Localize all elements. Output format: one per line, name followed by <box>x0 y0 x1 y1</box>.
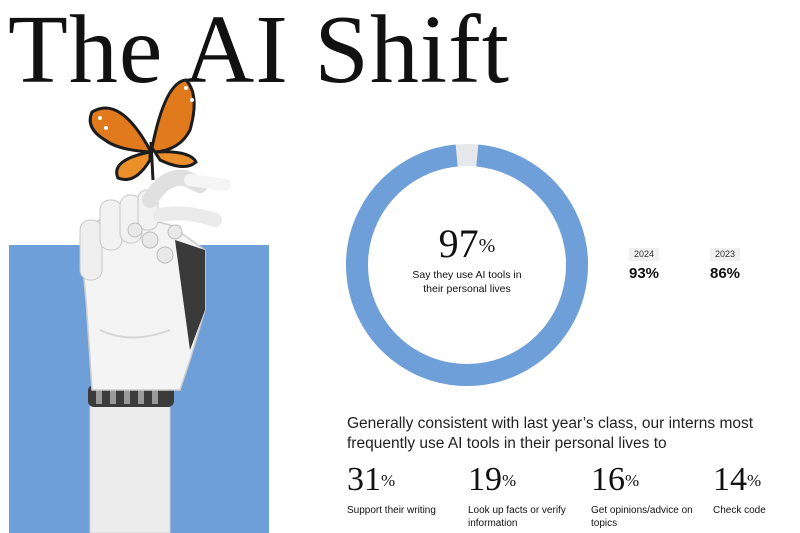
page-title: The AI Shift <box>8 0 510 104</box>
stat-number: 19 <box>468 461 502 498</box>
stat-label: Support their writing <box>347 505 436 516</box>
stat-item: 14% Check code <box>713 462 793 517</box>
comparison-year-label: 2024 <box>629 248 660 261</box>
stat-number: 31 <box>347 461 381 498</box>
stat-item: 19% Look up facts or verify information <box>468 462 578 530</box>
stat-item: 16% Get opinions/advice on topics <box>591 462 701 530</box>
stat-item: 31% Support their writing <box>347 462 457 517</box>
stat-number: 14 <box>713 461 747 498</box>
stat-value: 16% <box>591 462 701 498</box>
butterfly-icon <box>88 78 198 181</box>
donut-percentage-value: 97 <box>438 221 479 266</box>
comparison-2023: 2023 86% <box>710 244 741 284</box>
stat-value: 14% <box>713 462 793 498</box>
stat-unit: % <box>502 471 517 490</box>
stat-label: Check code <box>713 505 766 516</box>
stat-unit: % <box>381 471 396 490</box>
robot-forearm <box>88 385 174 533</box>
stat-number: 16 <box>591 461 625 498</box>
comparison-2024: 2024 93% <box>629 244 660 284</box>
donut-percentage: 97% <box>344 222 590 266</box>
donut-value-arc <box>346 144 588 386</box>
stat-value: 31% <box>347 462 457 498</box>
comparison-year-value: 86% <box>710 265 741 282</box>
robot-palm <box>79 209 206 391</box>
intro-paragraph: Generally consistent with last year’s cl… <box>347 415 754 452</box>
donut-caption: Say they use AI tools in their personal … <box>412 269 522 295</box>
comparison-year-label: 2023 <box>710 248 741 261</box>
stat-label: Look up facts or verify information <box>468 505 566 529</box>
robot-fingers <box>79 169 231 281</box>
stat-label: Get opinions/advice on topics <box>591 505 693 529</box>
donut-svg <box>346 144 588 386</box>
stat-unit: % <box>747 471 762 490</box>
comparison-year-value: 93% <box>629 265 660 282</box>
stat-unit: % <box>625 471 640 490</box>
stat-value: 19% <box>468 462 578 498</box>
donut-percentage-unit: % <box>478 235 496 257</box>
usage-donut-chart: 97% Say they use AI tools in their perso… <box>344 142 590 388</box>
